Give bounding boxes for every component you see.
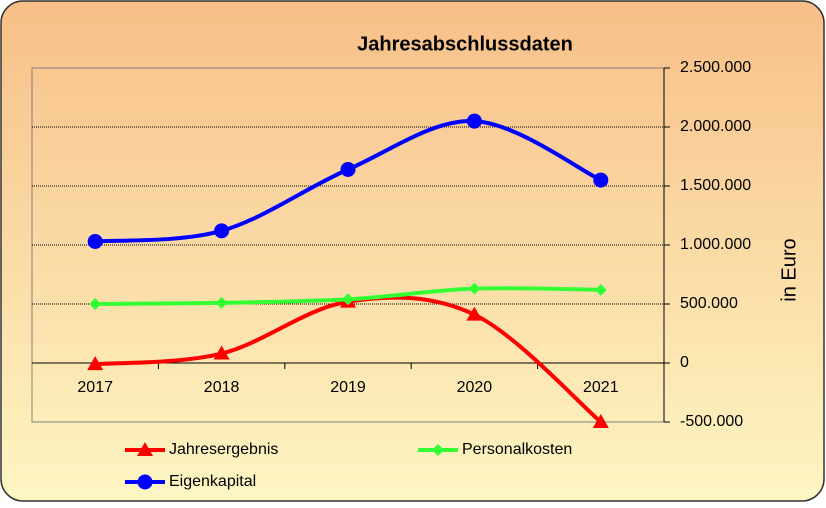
y-tick-label: 0 <box>680 354 689 371</box>
marker <box>432 444 444 456</box>
chart-title: Jahresabschlussdaten <box>357 33 573 55</box>
y-tick-label: 2.000.000 <box>680 118 751 135</box>
y-tick-label: -500.000 <box>680 413 743 430</box>
marker <box>214 223 230 239</box>
marker <box>137 474 153 490</box>
y-tick-label: 1.000.000 <box>680 236 751 253</box>
marker <box>466 306 483 321</box>
x-tick-label: 2020 <box>457 379 493 396</box>
legend-label: Jahresergebnis <box>169 441 278 458</box>
marker <box>137 442 153 456</box>
y-axis-label: in Euro <box>778 238 800 301</box>
marker <box>87 356 104 371</box>
marker <box>89 298 102 310</box>
legend-label: Personalkosten <box>462 441 572 458</box>
marker <box>213 345 230 360</box>
marker <box>466 113 482 129</box>
y-tick-label: 1.500.000 <box>680 177 751 194</box>
y-tick-label: 2.500.000 <box>680 59 751 76</box>
x-tick-label: 2019 <box>330 379 366 396</box>
x-tick-label: 2018 <box>204 379 240 396</box>
marker <box>342 293 354 306</box>
marker <box>592 414 609 428</box>
marker <box>468 282 481 295</box>
marker <box>593 172 609 188</box>
y-tick-label: 500.000 <box>680 295 738 312</box>
x-tick-label: 2021 <box>583 379 619 396</box>
marker <box>215 296 228 309</box>
x-tick-label: 2017 <box>77 379 113 396</box>
marker <box>594 283 607 296</box>
marker <box>87 233 103 249</box>
legend-label: Eigenkapital <box>169 473 256 490</box>
marker <box>340 161 356 177</box>
